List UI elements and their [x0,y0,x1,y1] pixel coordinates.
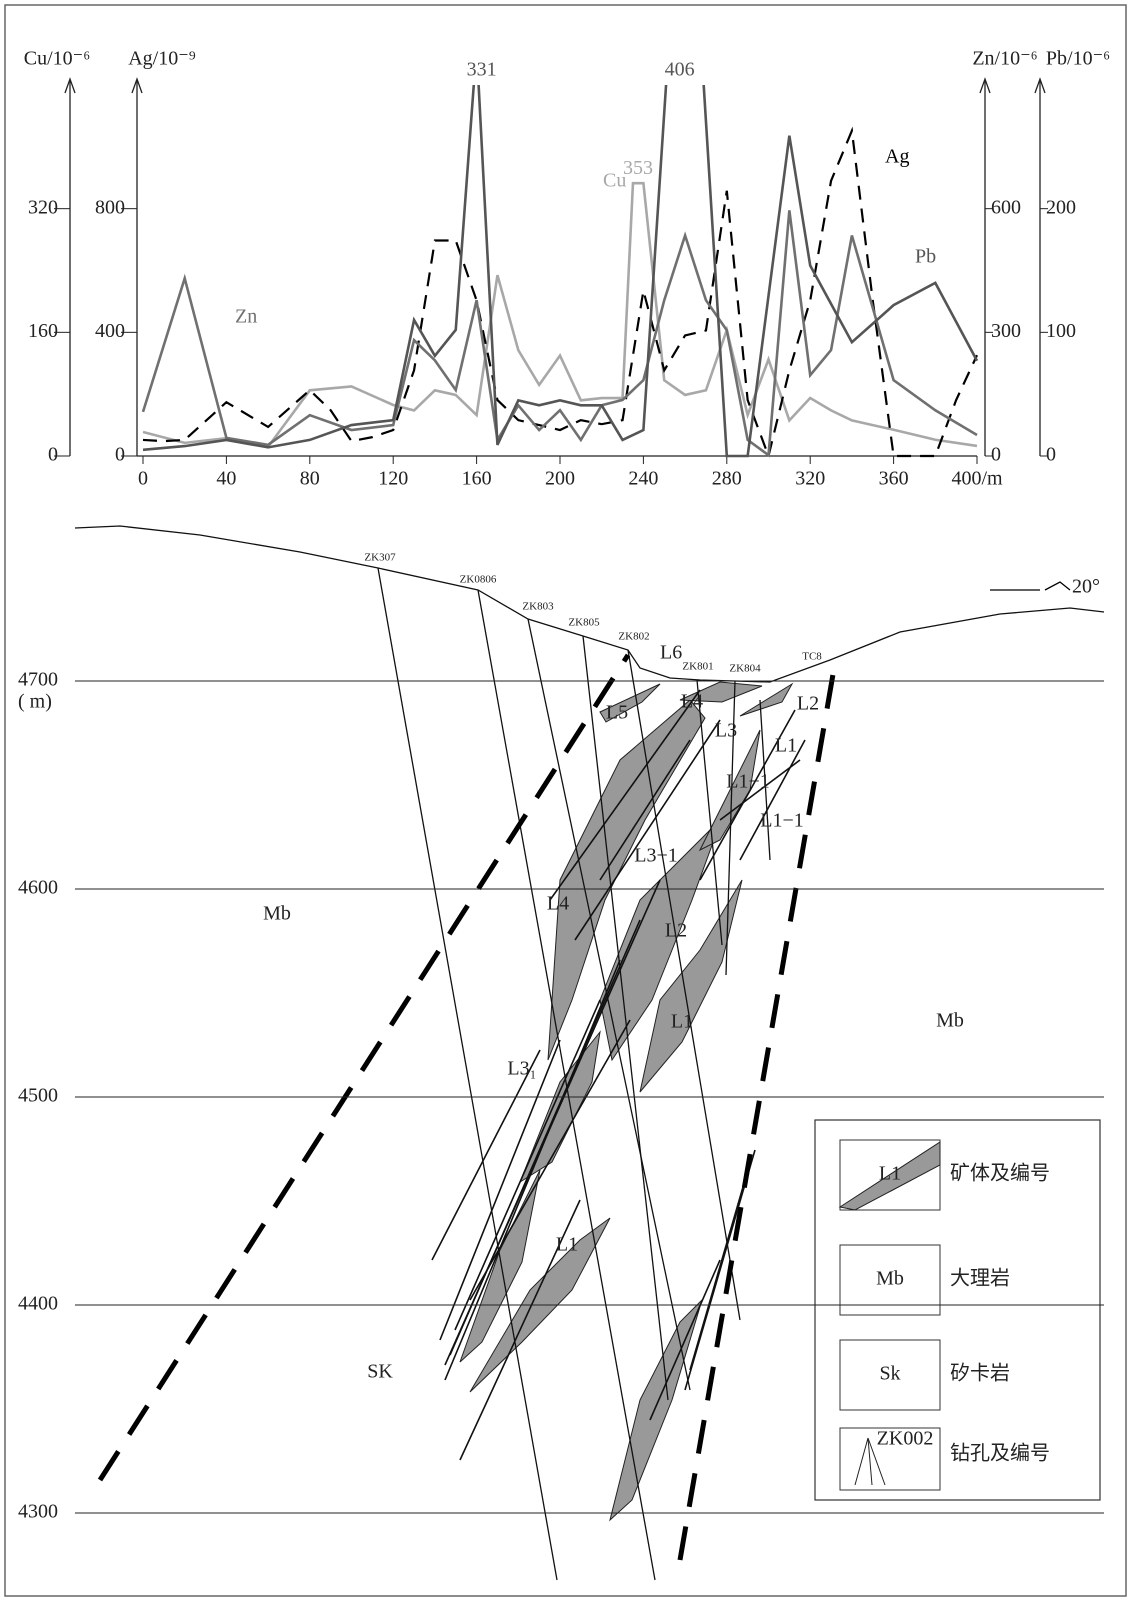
y-tick-label: 0 [115,444,125,466]
x-tick-label: 40 [216,468,236,490]
legend-symbol-label: ZK002 [877,1428,934,1450]
y-tick-label: 160 [28,320,58,342]
ore-label: L5 [606,702,628,724]
y-tick-label: 320 [28,196,58,218]
drill-hole-label: TC8 [802,651,822,663]
x-tick-label: 0 [138,468,148,490]
series-line [143,0,977,456]
drill-hole-label: ZK0806 [460,574,497,586]
dip-symbol [1045,582,1070,590]
ore-label: L3−1 [634,845,678,867]
y-tick-label: 400 [95,320,125,342]
x-tick-label: 120 [378,468,408,490]
rock-label: Mb [263,903,291,925]
y-axis-label: Ag/10⁻⁹ [128,48,196,70]
x-tick-label: 240 [628,468,658,490]
series-label: Cu [603,170,626,192]
ore-label: L2 [797,693,819,715]
elevation-label: 4500 [18,1085,58,1107]
ore-label: L2 [665,920,687,942]
series-label: Pb [915,246,936,268]
x-tick-label: 360 [879,468,909,490]
x-tick-label: 280 [712,468,742,490]
ore-label: L1 [671,1011,693,1033]
y-tick-label: 0 [991,444,1001,466]
y-axis-label: Pb/10⁻⁶ [1046,48,1110,70]
drill-hole-label: ZK805 [568,617,600,629]
y-tick-label: 600 [991,196,1021,218]
x-tick-label: 320 [795,468,825,490]
drill-hole-label: ZK803 [522,601,554,613]
legend-text: 大理岩 [950,1267,1010,1290]
rock-label: SK [367,1361,393,1383]
x-tick-label: 400/m [951,468,1003,490]
legend-text: 矽卡岩 [950,1362,1010,1385]
ore-bodies [460,682,792,1520]
series-label: Zn [235,306,257,328]
x-tick-label: 200 [545,468,575,490]
peak-label: 331 [467,59,497,81]
legend-text: 矿体及编号 [950,1162,1050,1185]
chart: Cu/10⁻⁶0160320Ag/10⁻⁹0400800Zn/10⁻⁶03006… [24,0,1110,490]
legend-symbol-label: Mb [876,1268,904,1290]
ore-label: L3 [715,720,737,742]
elevation-label: 4300 [18,1501,58,1523]
legend-text: 钻孔及编号 [950,1442,1050,1465]
ore-label: L1−1 [760,810,804,832]
y-tick-label: 200 [1046,196,1076,218]
ore-label: L4 [547,893,569,915]
y-tick-label: 800 [95,196,125,218]
ore-label: L4 [681,691,703,713]
series-line [143,183,977,447]
elevation-label: 4600 [18,877,58,899]
x-tick-label: 80 [300,468,320,490]
dip-label: 20° [1072,576,1100,598]
series-line [143,210,977,455]
ore-label: L1 [775,735,797,757]
surface [75,526,1104,682]
y-tick-label: 300 [991,320,1021,342]
drill-hole-label: ZK801 [682,661,713,673]
y-axis-label: Cu/10⁻⁶ [24,48,90,70]
legend: L1 矿体及编号 Mb 大理岩 Sk 矽卡岩 ZK002 钻孔及编号 [815,1120,1100,1500]
ore-label: L6 [660,642,682,664]
drill-hole-label: ZK804 [729,663,761,675]
legend-symbol-label: L1 [879,1163,901,1185]
cross-section: 20° ZK307 ZK0806 ZK803 ZK805 ZK802 ZK801… [18,526,1104,1580]
y-tick-label: 0 [48,444,58,466]
x-tick-label: 160 [462,468,492,490]
ore-label: L1 [556,1234,578,1256]
series-label: Ag [885,146,909,168]
elevation-unit: ( m) [18,691,52,713]
rock-label: Mb [936,1010,964,1032]
figure: Cu/10⁻⁶0160320Ag/10⁻⁹0400800Zn/10⁻⁶03006… [0,0,1131,1601]
drill-hole-label: ZK307 [364,552,396,564]
peak-label: 406 [665,59,695,81]
y-tick-label: 100 [1046,320,1076,342]
elevation-label: 4400 [18,1293,58,1315]
ore-label: L1−1 [726,771,770,793]
series-line [143,131,977,456]
drill-hole-label: ZK802 [618,631,649,643]
legend-symbol-label: Sk [879,1363,900,1385]
peak-label: 353 [623,157,653,179]
plot-area [143,0,977,456]
y-axis-label: Zn/10⁻⁶ [972,48,1037,70]
elevation-label: 4700 [18,669,58,691]
y-tick-label: 0 [1046,444,1056,466]
ore-label: L3₁ [507,1058,536,1080]
